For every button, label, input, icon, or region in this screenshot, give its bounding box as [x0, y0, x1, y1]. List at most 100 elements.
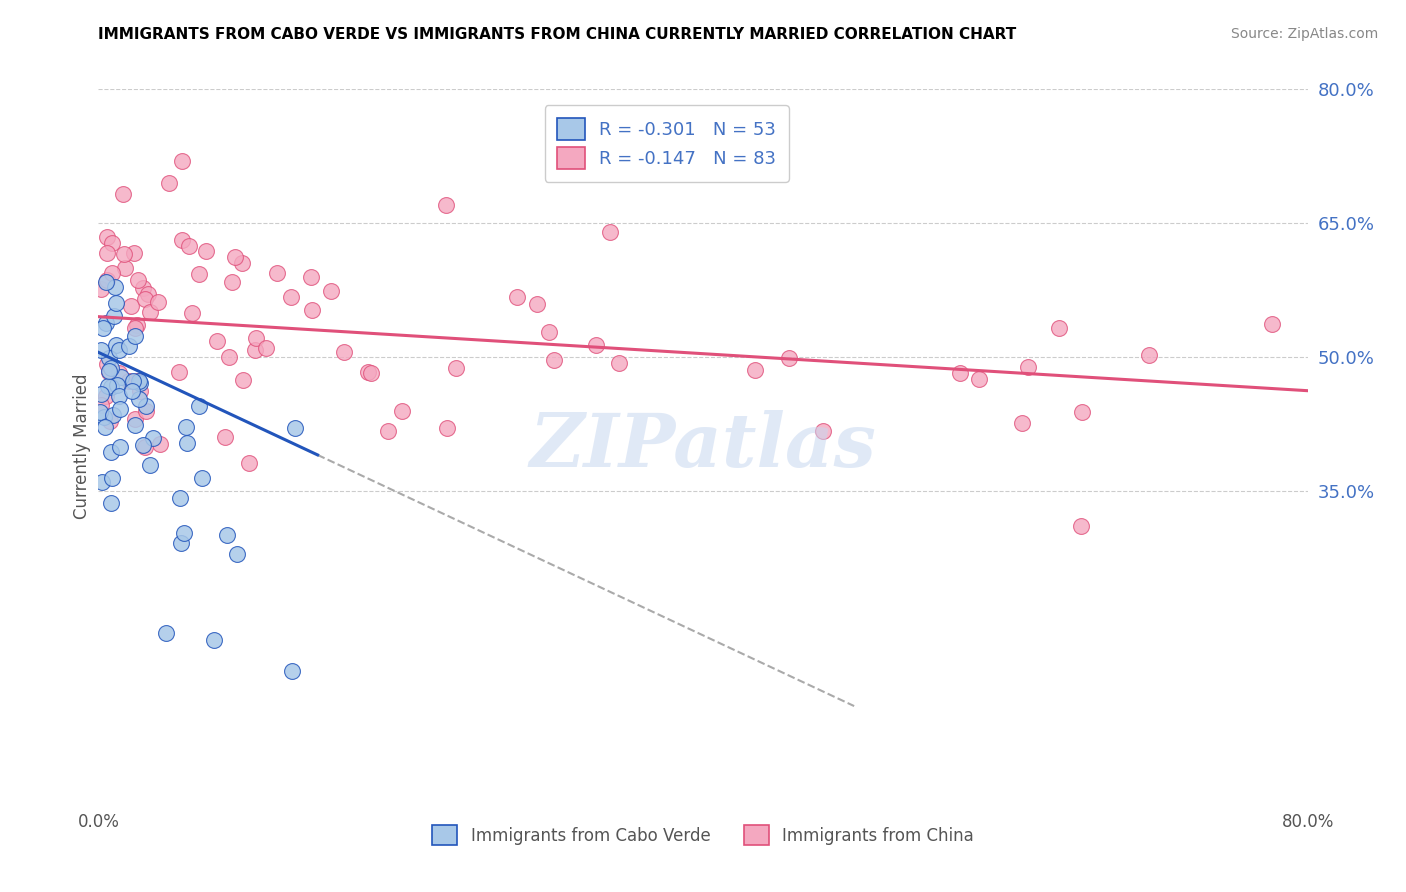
Point: [131, 280, 153, 294]
Point: [103, 309, 125, 323]
Text: Source: ZipAtlas.com: Source: ZipAtlas.com: [1230, 27, 1378, 41]
Point: [94, 419, 117, 434]
Point: [100, 471, 122, 485]
Point: [97, 379, 120, 393]
Point: [321, 285, 343, 299]
Point: [266, 266, 288, 280]
Point: [214, 430, 236, 444]
Point: [177, 239, 200, 253]
Point: [280, 290, 302, 304]
Point: [377, 424, 399, 438]
Point: [98, 364, 121, 378]
Point: [90, 343, 112, 357]
Point: [969, 372, 991, 386]
Point: [142, 431, 165, 445]
Point: [114, 260, 136, 275]
Point: [122, 246, 145, 260]
Point: [108, 440, 131, 454]
Y-axis label: Currently Married: Currently Married: [73, 373, 91, 519]
Point: [120, 299, 142, 313]
Point: [101, 409, 124, 423]
Point: [231, 255, 253, 269]
Point: [1261, 317, 1284, 331]
Point: [173, 525, 195, 540]
Point: [124, 320, 146, 334]
Point: [224, 250, 246, 264]
Point: [1137, 348, 1160, 362]
Point: [232, 373, 254, 387]
Point: [170, 153, 193, 168]
Point: [94, 317, 117, 331]
Point: [148, 437, 170, 451]
Point: [188, 267, 211, 281]
Point: [744, 363, 766, 377]
Point: [187, 399, 209, 413]
Point: [90, 282, 112, 296]
Point: [127, 273, 149, 287]
Point: [357, 365, 380, 379]
Point: [90, 475, 112, 489]
Point: [98, 351, 121, 365]
Point: [128, 384, 150, 398]
Point: [96, 246, 118, 260]
Point: [90, 399, 112, 413]
Point: [1011, 416, 1033, 430]
Point: [124, 328, 146, 343]
Point: [170, 233, 193, 247]
Point: [202, 632, 225, 647]
Point: [108, 388, 131, 402]
Point: [1047, 320, 1070, 334]
Point: [118, 339, 141, 353]
Text: ZIPatlas: ZIPatlas: [530, 409, 876, 483]
Point: [585, 337, 607, 351]
Point: [104, 295, 127, 310]
Point: [101, 266, 124, 280]
Point: [505, 290, 527, 304]
Point: [191, 471, 214, 485]
Point: [281, 664, 304, 678]
Point: [100, 380, 122, 394]
Point: [127, 374, 149, 388]
Legend: Immigrants from Cabo Verde, Immigrants from China: Immigrants from Cabo Verde, Immigrants f…: [419, 812, 987, 859]
Point: [391, 404, 413, 418]
Point: [434, 198, 457, 212]
Point: [108, 343, 131, 357]
Point: [778, 351, 800, 365]
Point: [108, 366, 131, 380]
Point: [238, 456, 260, 470]
Point: [134, 293, 156, 307]
Point: [146, 295, 169, 310]
Point: [170, 535, 193, 549]
Point: [124, 412, 146, 426]
Point: [333, 344, 356, 359]
Point: [122, 374, 145, 388]
Point: [157, 176, 180, 190]
Point: [176, 436, 198, 450]
Point: [97, 365, 120, 379]
Point: [607, 356, 630, 370]
Point: [1070, 519, 1092, 533]
Point: [96, 273, 118, 287]
Point: [112, 186, 135, 201]
Point: [138, 287, 160, 301]
Point: [167, 365, 190, 379]
Point: [135, 404, 157, 418]
Point: [181, 305, 204, 319]
Point: [254, 341, 277, 355]
Point: [94, 275, 117, 289]
Point: [444, 361, 467, 376]
Point: [125, 318, 148, 332]
Point: [128, 375, 150, 389]
Point: [101, 236, 124, 251]
Point: [195, 244, 218, 258]
Point: [100, 445, 122, 459]
Point: [436, 421, 458, 435]
Point: [96, 229, 118, 244]
Point: [104, 279, 127, 293]
Point: [1017, 360, 1039, 375]
Point: [93, 409, 115, 424]
Point: [139, 458, 162, 472]
Point: [360, 366, 382, 380]
Point: [100, 360, 122, 375]
Point: [949, 366, 972, 380]
